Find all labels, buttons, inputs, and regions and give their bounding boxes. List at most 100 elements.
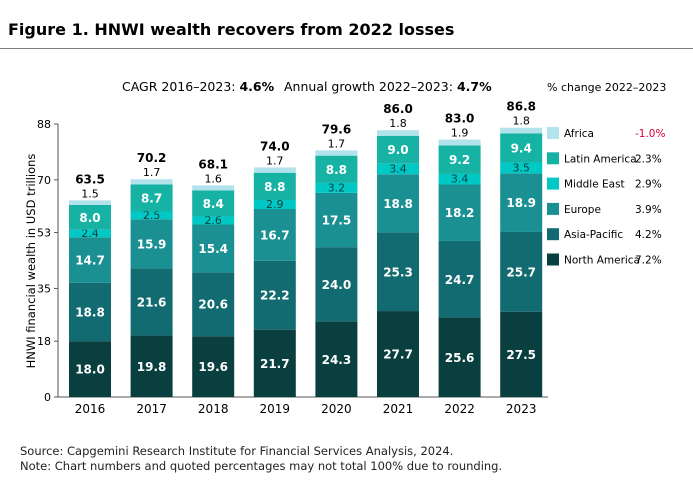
y-axis-label: HNWI financial wealth in USD trillions (24, 154, 38, 369)
bar-segment (315, 155, 358, 183)
bar-segment (253, 209, 296, 261)
bar-segment (69, 204, 111, 230)
data-label: 2.5 (143, 209, 161, 222)
data-label: 2.9 (266, 198, 284, 211)
bar-segment (438, 173, 481, 185)
bar-segment (192, 190, 235, 217)
bar-segment (500, 311, 543, 397)
data-label: 19.8 (137, 360, 167, 374)
total-label: 68.1 (198, 157, 228, 171)
x-tick-label: 2022 (444, 402, 475, 416)
data-label: 8.0 (79, 211, 100, 225)
bar-segment (438, 184, 481, 241)
bar-segment (315, 182, 358, 193)
data-label: 20.6 (198, 298, 228, 312)
data-label: 21.7 (260, 357, 290, 371)
data-label: 22.2 (260, 289, 290, 303)
source-note: Source: Capgemini Research Institute for… (20, 444, 454, 458)
data-label: 25.6 (445, 351, 475, 365)
bar-segment (500, 231, 543, 312)
bar-segment (253, 172, 296, 201)
legend-label: North America (564, 255, 640, 267)
legend-change: 2.3% (635, 153, 662, 165)
data-label: 1.5 (81, 187, 99, 200)
annual-growth-text: Annual growth 2022–2023: 4.7% (284, 79, 492, 94)
data-label: 3.4 (389, 162, 407, 175)
x-tick-label: 2023 (506, 402, 537, 416)
legend-label: Latin America (564, 153, 637, 165)
bar-segment (69, 282, 111, 342)
total-label: 63.5 (75, 172, 105, 186)
legend-change: 7.2% (635, 255, 662, 267)
data-label: 16.7 (260, 228, 290, 242)
legend-change: -1.0% (635, 128, 665, 140)
data-label: 8.8 (326, 163, 347, 177)
legend-swatch (547, 228, 559, 241)
data-label: 1.7 (266, 154, 284, 167)
bar-segment (192, 216, 235, 225)
data-label: 8.4 (203, 197, 224, 211)
bar-segment (377, 232, 419, 312)
bar-segment (69, 229, 111, 238)
data-label: 9.4 (511, 141, 532, 155)
legend-label: Middle East (564, 179, 625, 191)
bar-segment (253, 200, 296, 210)
bar-segment (500, 173, 543, 232)
x-tick-label: 2019 (260, 402, 291, 416)
bar-segment (315, 192, 358, 248)
bar-segment (130, 184, 173, 212)
data-label: 15.9 (137, 237, 167, 251)
total-label: 86.0 (383, 102, 413, 116)
cagr-text: CAGR 2016–2023: 4.6% (122, 79, 275, 94)
data-label: 18.8 (383, 197, 413, 211)
data-label: 1.7 (143, 166, 161, 179)
bar-segment (253, 329, 296, 397)
x-tick-label: 2017 (136, 402, 167, 416)
bar-segment (130, 211, 173, 220)
bar-segment (315, 321, 358, 397)
bar-segment (192, 272, 235, 337)
data-label: 27.7 (383, 348, 413, 362)
data-label: 3.5 (512, 161, 530, 174)
bar-segment (500, 162, 543, 174)
legend-swatch (547, 152, 559, 165)
x-tick-label: 2021 (383, 402, 414, 416)
data-label: 15.4 (198, 242, 228, 256)
bar-segment (253, 260, 296, 330)
bar-segment (438, 139, 481, 146)
legend-header: % change 2022–2023 (547, 81, 666, 94)
data-label: 2.4 (81, 227, 99, 240)
legend-swatch (547, 177, 559, 190)
chart: CAGR 2016–2023: 4.6% Annual growth 2022–… (24, 79, 666, 416)
data-label: 9.0 (387, 143, 408, 157)
data-label: 27.5 (506, 348, 536, 362)
y-tick-label: 0 (44, 391, 51, 404)
bar-segment (192, 185, 235, 191)
bar-segment (253, 167, 296, 173)
plot-area: 0 18 35 53 70 88 HNWI financial wealth in USD … (24, 100, 548, 416)
bar-segment (130, 335, 173, 397)
data-label: 1.8 (512, 115, 530, 128)
data-label: 24.0 (322, 278, 352, 292)
bar-segment (377, 163, 419, 175)
data-label: 19.6 (198, 360, 228, 374)
bar-segment (377, 174, 419, 233)
total-label: 74.0 (260, 139, 290, 153)
legend-swatch (547, 253, 559, 266)
data-label: 1.7 (328, 137, 346, 150)
x-tick-label: 2018 (198, 402, 229, 416)
data-label: 1.6 (204, 172, 222, 185)
legend-label: Asia-Pacific (564, 229, 623, 241)
total-label: 70.2 (137, 151, 167, 165)
bar-segment (438, 317, 481, 397)
data-label: 8.7 (141, 191, 162, 205)
y-tick-label: 35 (37, 282, 51, 295)
bar-segment (69, 341, 111, 397)
bar-segment (315, 150, 358, 156)
data-label: 9.2 (449, 153, 470, 167)
data-label: 14.7 (75, 254, 105, 268)
bar-segment (69, 200, 111, 205)
legend-change: 2.9% (635, 179, 662, 191)
legend-swatch (547, 127, 559, 139)
